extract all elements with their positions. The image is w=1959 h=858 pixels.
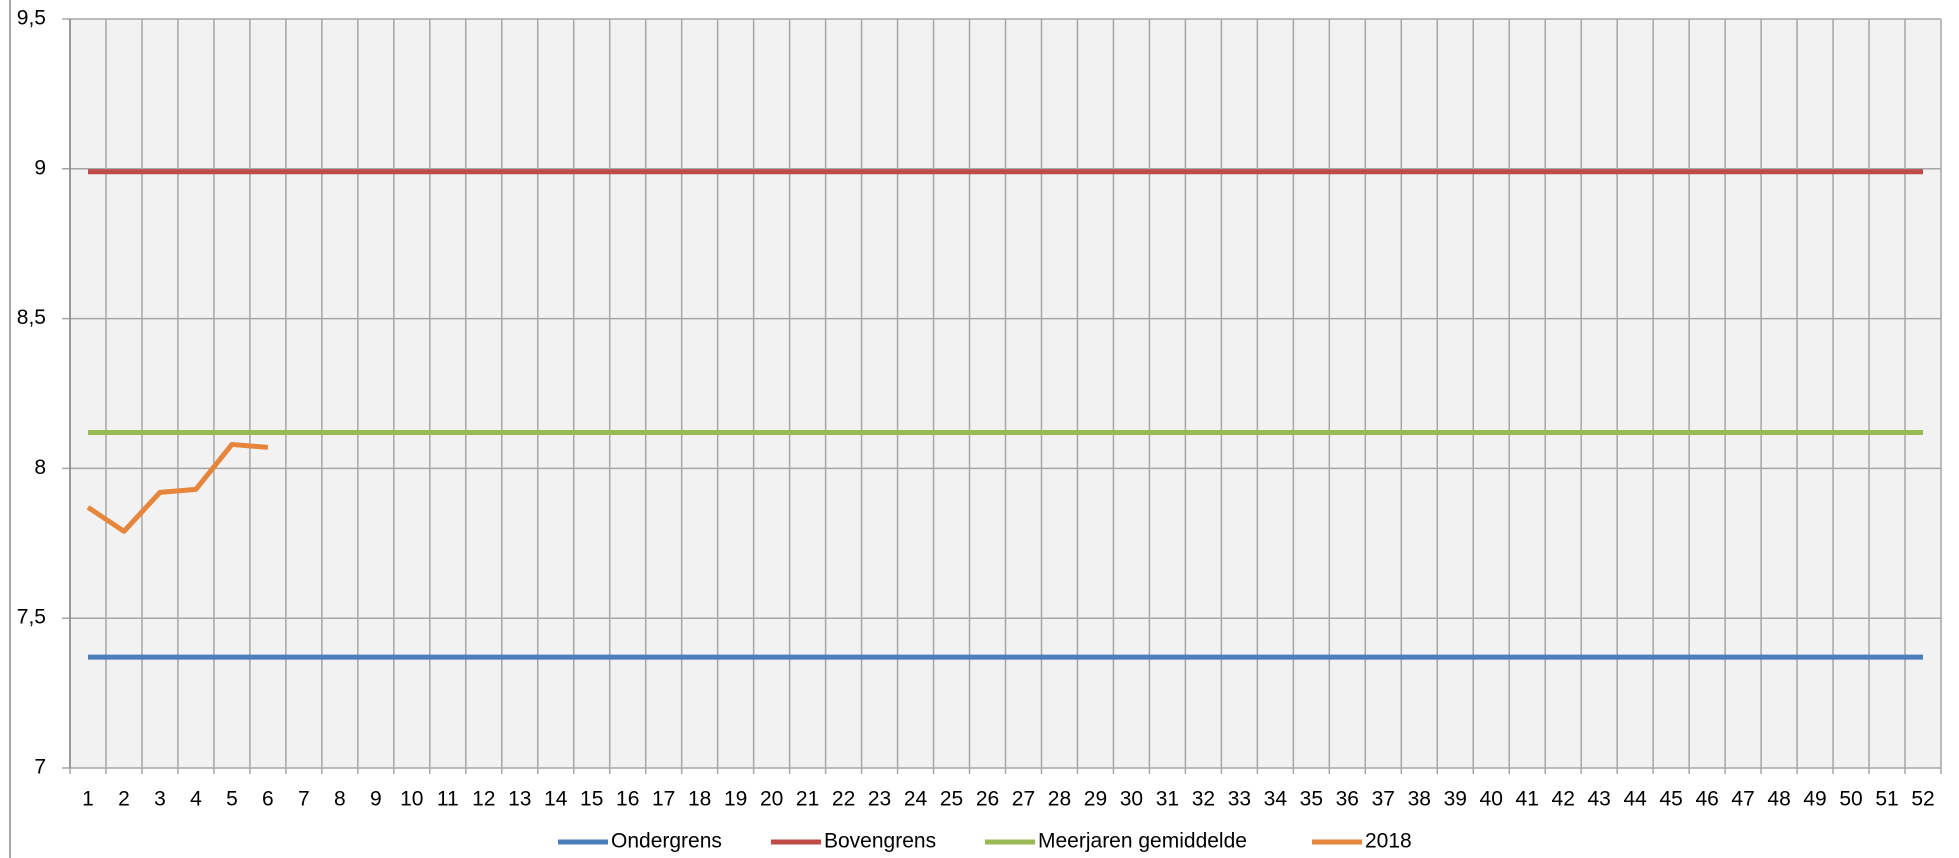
x-tick-label: 24	[904, 788, 928, 811]
x-tick-label: 43	[1588, 788, 1611, 811]
x-tick-label: 42	[1552, 788, 1575, 811]
x-tick-label: 44	[1623, 788, 1647, 811]
x-tick-label: 14	[544, 788, 568, 811]
x-tick-label: 28	[1048, 788, 1071, 811]
legend-label: Meerjaren gemiddelde	[1038, 830, 1247, 853]
y-tick-label: 9	[34, 156, 46, 179]
legend-label: 2018	[1365, 830, 1412, 853]
x-tick-label: 3	[154, 788, 166, 811]
x-tick-label: 40	[1480, 788, 1503, 811]
series-line	[86, 441, 269, 534]
x-tick-label: 6	[262, 788, 274, 811]
x-tick-label: 1	[82, 788, 94, 811]
y-tick-label: 7	[34, 756, 46, 779]
y-tick-label: 8,5	[17, 306, 46, 329]
x-tick-label: 32	[1192, 788, 1215, 811]
x-tick-label: 50	[1839, 788, 1862, 811]
x-tick-label: 20	[760, 788, 783, 811]
x-tick-label: 48	[1767, 788, 1790, 811]
x-tick-label: 22	[832, 788, 855, 811]
x-tick-label: 5	[226, 788, 238, 811]
x-tick-label: 29	[1084, 788, 1107, 811]
x-tick-label: 7	[298, 788, 310, 811]
x-tick-label: 46	[1695, 788, 1718, 811]
x-tick-label: 39	[1444, 788, 1467, 811]
y-tick-label: 8	[34, 456, 46, 479]
y-tick-label: 9,5	[17, 7, 46, 30]
x-tick-label: 38	[1408, 788, 1431, 811]
x-tick-label: 9	[370, 788, 382, 811]
x-tick-label: 49	[1803, 788, 1826, 811]
x-tick-label: 45	[1659, 788, 1682, 811]
x-tick-label: 27	[1012, 788, 1035, 811]
x-tick-label: 16	[616, 788, 639, 811]
x-tick-label: 4	[190, 788, 202, 811]
x-tick-label: 51	[1875, 788, 1898, 811]
legend-label: Ondergrens	[611, 830, 722, 853]
x-tick-label: 35	[1300, 788, 1323, 811]
x-tick-label: 19	[724, 788, 747, 811]
x-tick-label: 26	[976, 788, 999, 811]
x-tick-label: 13	[508, 788, 531, 811]
x-tick-label: 2	[118, 788, 130, 811]
x-tick-label: 36	[1336, 788, 1359, 811]
x-tick-label: 15	[580, 788, 603, 811]
x-tick-label: 23	[868, 788, 891, 811]
x-tick-label: 21	[796, 788, 819, 811]
x-tick-label: 8	[334, 788, 346, 811]
x-tick-label: 37	[1372, 788, 1395, 811]
x-tick-label: 10	[400, 788, 423, 811]
x-tick-label: 52	[1911, 788, 1934, 811]
legend-label: Bovengrens	[824, 830, 936, 853]
x-tick-label: 11	[437, 788, 459, 811]
x-tick-label: 17	[652, 788, 675, 811]
x-tick-label: 41	[1516, 788, 1539, 811]
y-tick-label: 7,5	[17, 606, 46, 629]
x-tick-label: 31	[1156, 788, 1179, 811]
x-tick-label: 30	[1120, 788, 1143, 811]
x-tick-label: 33	[1228, 788, 1251, 811]
x-tick-label: 18	[688, 788, 711, 811]
x-tick-label: 47	[1731, 788, 1754, 811]
x-tick-label: 12	[472, 788, 495, 811]
x-tick-label: 25	[940, 788, 963, 811]
x-tick-label: 34	[1264, 788, 1288, 811]
